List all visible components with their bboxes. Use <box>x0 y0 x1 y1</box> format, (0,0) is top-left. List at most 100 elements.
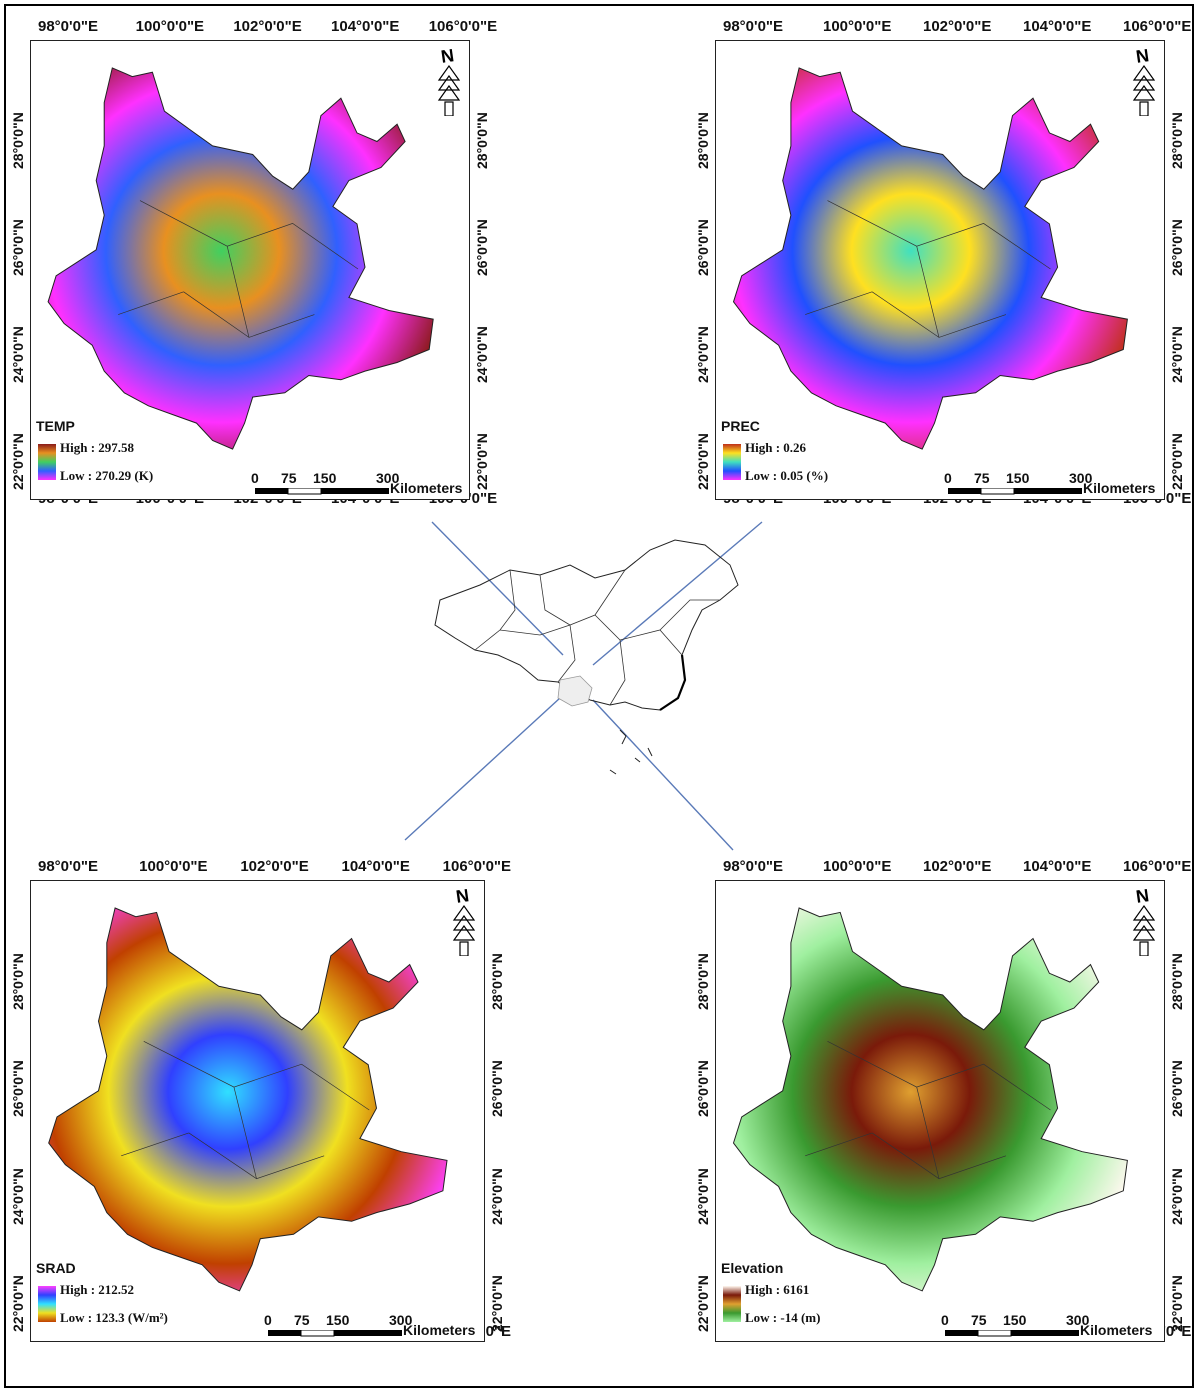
lat-tick-right: 26°0'0"N <box>1169 1060 1185 1118</box>
lon-tick-top: 104°0'0"E <box>341 858 410 875</box>
scale-tick-label: 300 <box>1066 1312 1090 1328</box>
prefecture-boundaries <box>118 200 359 338</box>
lon-tick-top: 98°0'0"E <box>38 18 99 35</box>
scale-bar <box>255 488 389 495</box>
legend-title: Elevation <box>721 1260 784 1276</box>
lon-tick-top: 106°0'0"E <box>442 858 512 875</box>
lon-tick-top: 98°0'0"E <box>723 858 784 875</box>
scale-bar <box>268 1330 402 1337</box>
lat-tick-right: 22°0'0"N <box>474 433 490 490</box>
legend-color-ramp <box>723 444 741 480</box>
legend-high: High : 0.26 <box>745 440 807 455</box>
scale-tick-label: 300 <box>389 1312 413 1328</box>
yunnan-highlight <box>557 675 593 707</box>
lat-tick-left: 28°0'0"N <box>695 952 711 1010</box>
north-arrow-icon: N <box>1132 886 1155 956</box>
legend-low: Low : -14 (m) <box>745 1310 821 1325</box>
scale-unit-label: Kilometers <box>403 1322 476 1338</box>
province-outline <box>732 67 1128 450</box>
lat-tick-left: 22°0'0"N <box>695 1275 711 1332</box>
province-outline <box>732 907 1128 1292</box>
prefecture-boundaries <box>805 1040 1051 1180</box>
scale-unit-label: Kilometers <box>1083 480 1156 496</box>
lat-tick-left: 28°0'0"N <box>10 112 26 170</box>
legend-high: High : 212.52 <box>60 1282 135 1297</box>
north-arrow-icon: N <box>437 46 460 116</box>
china-locator-map <box>434 539 739 775</box>
connector-elev <box>592 699 734 851</box>
legend-low: Low : 0.05 (%) <box>745 468 829 483</box>
lat-tick-left: 26°0'0"N <box>695 1060 711 1118</box>
lat-tick-right: 28°0'0"N <box>474 112 490 170</box>
legend-title: TEMP <box>36 418 75 434</box>
map-frame-prec <box>715 40 1165 500</box>
lat-tick-left: 24°0'0"N <box>10 326 26 384</box>
scale-tick-label: 75 <box>974 470 990 486</box>
lat-tick-right: 24°0'0"N <box>474 326 490 384</box>
north-arrow-icon: N <box>1132 46 1155 116</box>
scale-tick-label: 150 <box>326 1312 350 1328</box>
raster-map-elev <box>732 907 1128 1292</box>
lat-tick-right: 22°0'0"N <box>1169 433 1185 490</box>
lat-tick-left: 26°0'0"N <box>10 1060 26 1118</box>
lat-tick-right: 26°0'0"N <box>1169 219 1185 277</box>
scale-tick-label: 0 <box>264 1312 272 1328</box>
connector-prec <box>592 521 763 666</box>
legend-color-ramp <box>38 1286 56 1322</box>
lat-tick-left: 28°0'0"N <box>10 952 26 1010</box>
raster-map-temp <box>47 67 434 450</box>
lat-tick-right: 24°0'0"N <box>1169 1167 1185 1225</box>
lat-tick-left: 28°0'0"N <box>695 112 711 170</box>
lon-tick-top: 100°0'0"E <box>139 858 208 875</box>
lon-tick-top: 102°0'0"E <box>923 18 992 35</box>
raster-map-prec <box>732 67 1128 450</box>
connector-srad <box>404 697 561 841</box>
scale-bar <box>948 488 1082 495</box>
lat-tick-right: 26°0'0"N <box>474 219 490 277</box>
lon-tick-top: 100°0'0"E <box>135 18 205 35</box>
scale-bar <box>945 1330 1079 1337</box>
scale-tick-label: 150 <box>313 470 337 486</box>
lon-tick-top: 104°0'0"E <box>1023 858 1092 875</box>
lat-tick-right: 28°0'0"N <box>1169 952 1185 1010</box>
scale-tick-label: 75 <box>971 1312 987 1328</box>
lon-tick-top: 104°0'0"E <box>1023 18 1092 35</box>
connector-temp <box>431 521 564 656</box>
lat-tick-right: 26°0'0"N <box>489 1060 505 1118</box>
scale-tick-label: 0 <box>251 470 259 486</box>
lat-tick-left: 26°0'0"N <box>10 219 26 277</box>
lat-tick-left: 22°0'0"N <box>10 1275 26 1332</box>
scale-tick-label: 300 <box>376 470 400 486</box>
lon-tick-top: 98°0'0"E <box>723 18 784 35</box>
province-outline <box>47 67 434 450</box>
lat-tick-left: 22°0'0"N <box>10 433 26 490</box>
legend-color-ramp <box>38 444 56 480</box>
legend-title: SRAD <box>36 1260 76 1276</box>
lon-tick-top: 106°0'0"E <box>428 18 498 35</box>
lon-tick-top: 106°0'0"E <box>1123 858 1192 875</box>
lat-tick-right: 28°0'0"N <box>489 952 505 1010</box>
lon-tick-top: 100°0'0"E <box>823 18 892 35</box>
scale-tick-label: 0 <box>944 470 952 486</box>
lon-tick-top: 98°0'0"E <box>38 858 99 875</box>
figure-frame <box>4 4 1194 1388</box>
lat-tick-right: 28°0'0"N <box>1169 112 1185 170</box>
lat-tick-right: 24°0'0"N <box>1169 326 1185 384</box>
lat-tick-left: 24°0'0"N <box>695 326 711 384</box>
legend-title: PREC <box>721 418 760 434</box>
lon-tick-top: 106°0'0"E <box>1123 18 1192 35</box>
north-label: N <box>1135 46 1151 67</box>
lat-tick-right: 24°0'0"N <box>489 1167 505 1225</box>
scale-unit-label: Kilometers <box>1080 1322 1153 1338</box>
map-frame-srad <box>30 880 485 1342</box>
scale-tick-label: 75 <box>294 1312 310 1328</box>
lat-tick-left: 24°0'0"N <box>10 1167 26 1225</box>
legend-color-ramp <box>723 1286 741 1322</box>
lat-tick-left: 22°0'0"N <box>695 433 711 490</box>
scale-tick-label: 150 <box>1006 470 1030 486</box>
province-outline <box>48 907 448 1292</box>
scale-tick-label: 150 <box>1003 1312 1027 1328</box>
lon-tick-top: 102°0'0"E <box>240 858 309 875</box>
scale-unit-label: Kilometers <box>390 480 463 496</box>
